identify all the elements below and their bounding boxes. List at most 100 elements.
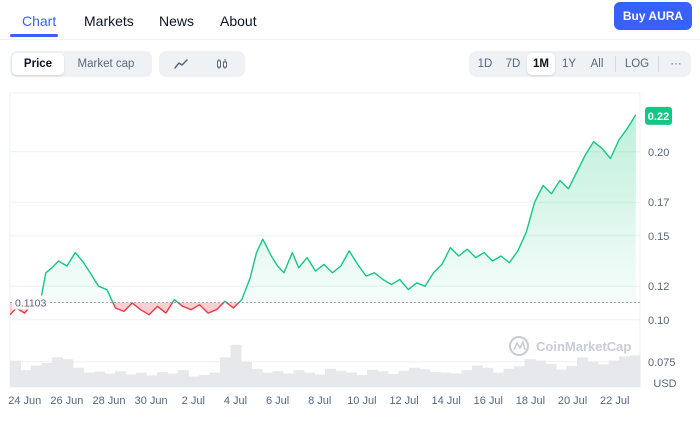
volume-bar [409, 367, 420, 387]
range-toggle: 1D 7D 1M 1Y All LOG ··· [469, 51, 691, 77]
volume-bar [346, 372, 357, 387]
x-tick-label: 16 Jul [474, 395, 503, 407]
volume-bar [461, 370, 473, 387]
x-tick-label: 20 Jul [558, 395, 587, 407]
tab-chart[interactable]: Chart [22, 13, 57, 29]
buy-button[interactable]: Buy AURA [614, 2, 692, 30]
x-tick-label: 8 Jul [308, 395, 331, 407]
price-option[interactable]: Price [12, 53, 64, 75]
volume-bar [209, 372, 221, 387]
x-axis: 24 Jun 26 Jun 28 Jun 30 Jun 2 Jul 4 Jul 6 Jul 8… [8, 395, 629, 407]
volume-bar [31, 365, 42, 387]
volume-bar [524, 359, 536, 387]
y-tick-label: 0.20 [648, 147, 669, 159]
volume-bar [157, 372, 168, 387]
volume-bar [241, 362, 252, 387]
volume-bar [230, 344, 242, 387]
price-line-up [39, 114, 637, 303]
volume-bar [220, 357, 231, 387]
price-chart[interactable]: CoinMarketCap 0.1103 0.075 0.10 0.12 0.15 0.… [0, 88, 700, 418]
x-tick-label: 26 Jun [50, 395, 83, 407]
tab-news[interactable]: News [159, 13, 195, 29]
price-chart-svg: CoinMarketCap 0.1103 0.075 0.10 0.12 0.15 0.… [8, 92, 677, 407]
x-tick-label: 30 Jun [135, 395, 168, 407]
range-1y[interactable]: 1Y [561, 58, 577, 70]
reference-price-label: 0.1103 [15, 297, 46, 309]
volume-bar [52, 357, 63, 387]
y-tick-label: 0.17 [648, 197, 669, 209]
watermark: CoinMarketCap [509, 336, 631, 356]
volume-bar [619, 356, 630, 387]
range-all[interactable]: All [590, 58, 604, 70]
volume-bar [482, 367, 494, 387]
more-options-icon[interactable]: ··· [670, 58, 682, 70]
x-tick-label: 18 Jul [516, 395, 545, 407]
range-1m[interactable]: 1M [527, 53, 555, 75]
volume-bar [566, 365, 578, 387]
volume-bar [272, 371, 284, 387]
volume-bar [325, 368, 336, 387]
x-tick-label: 22 Jul [600, 395, 629, 407]
y-tick-label: 0.10 [648, 315, 669, 327]
y-tick-label: 0.12 [648, 281, 669, 293]
volume-bar [283, 373, 294, 387]
x-tick-label: 14 Jul [431, 395, 460, 407]
market-cap-option[interactable]: Market cap [77, 58, 135, 70]
volume-bars [10, 344, 641, 387]
metric-toggle: Price Market cap [10, 51, 152, 77]
y-tick-label: 0.15 [648, 231, 669, 243]
volume-bar [587, 362, 599, 387]
volume-bar [10, 360, 21, 387]
volume-bar [104, 373, 116, 387]
chart-type-toggle [159, 51, 245, 77]
volume-bar [262, 372, 273, 387]
candlestick-icon[interactable] [201, 53, 243, 75]
volume-bar [20, 370, 32, 387]
volume-bar [62, 359, 74, 387]
volume-bar [304, 372, 315, 387]
range-7d[interactable]: 7D [505, 58, 521, 70]
volume-bar [146, 375, 158, 387]
line-chart-icon[interactable] [161, 53, 201, 75]
reference-label-bg [12, 295, 48, 310]
active-tab-indicator [10, 34, 58, 37]
volume-bar [41, 363, 53, 387]
volume-bar [251, 368, 263, 387]
volume-bar [629, 355, 641, 387]
log-toggle[interactable]: LOG [624, 58, 650, 70]
volume-bar [356, 375, 368, 387]
volume-bar [419, 369, 431, 387]
y-tick-label: 0.075 [648, 357, 676, 369]
volume-bar [167, 373, 179, 387]
area-above-reference [10, 114, 636, 303]
volume-bar [598, 364, 609, 387]
volume-bar [503, 368, 515, 387]
x-tick-label: 2 Jul [182, 395, 205, 407]
volume-bar [136, 372, 147, 387]
range-1d[interactable]: 1D [477, 58, 493, 70]
volume-bar [535, 360, 546, 387]
volume-bar [430, 372, 441, 387]
volume-bar [199, 375, 210, 387]
volume-bar [377, 371, 389, 387]
price-line [9, 114, 637, 316]
volume-bar [545, 363, 557, 387]
volume-bar [178, 370, 189, 387]
price-area [10, 114, 636, 315]
volume-bar [367, 369, 378, 387]
volume-bar [115, 371, 126, 387]
watermark-text: CoinMarketCap [536, 339, 631, 354]
x-tick-label: 24 Jun [8, 395, 41, 407]
toolbar-divider-2 [658, 56, 659, 72]
tab-about[interactable]: About [220, 13, 257, 29]
volume-bar [514, 366, 525, 387]
volume-bar [556, 369, 567, 387]
current-price-badge [645, 106, 672, 125]
volume-bar [83, 372, 95, 387]
volume-bar [314, 374, 326, 387]
volume-bar [398, 370, 410, 387]
volume-bar [608, 360, 620, 387]
volume-bar [73, 367, 84, 387]
tab-markets[interactable]: Markets [84, 13, 134, 29]
volume-bar [388, 374, 399, 387]
